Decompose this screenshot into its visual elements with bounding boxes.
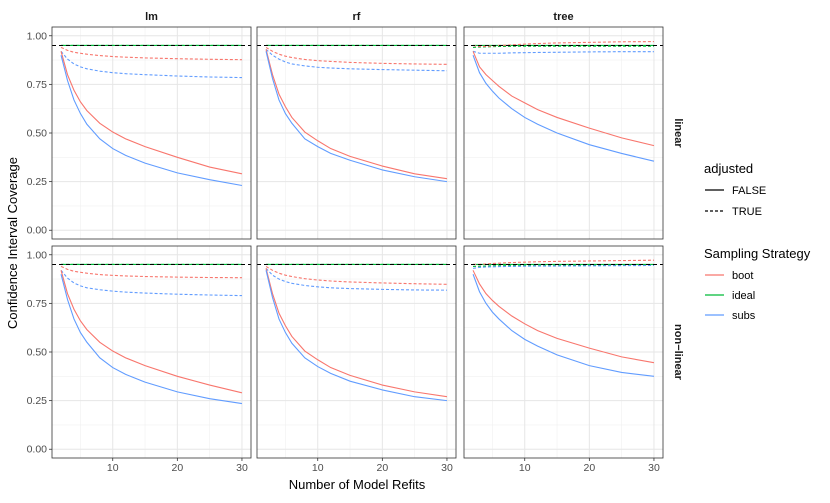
x-tick-label: 30 bbox=[648, 462, 660, 474]
legend-label-strategy: subs bbox=[732, 310, 756, 322]
series-line-subs-adjusted bbox=[472, 50, 654, 54]
series-line-boot-unadjusted bbox=[60, 270, 243, 394]
series-line-boot-unadjusted bbox=[60, 51, 243, 175]
strip-col-label: lm bbox=[145, 11, 158, 23]
y-tick-label: 1.00 bbox=[27, 30, 48, 42]
series-line-subs-unadjusted bbox=[265, 270, 448, 402]
panel-border bbox=[463, 245, 664, 459]
legend-label-adjusted: TRUE bbox=[732, 206, 762, 218]
series-line-subs-unadjusted bbox=[265, 51, 448, 183]
series-line-subs-adjusted bbox=[265, 48, 447, 72]
x-tick-label: 30 bbox=[236, 462, 248, 474]
legend-label-adjusted: FALSE bbox=[732, 185, 766, 197]
series-line-subs-unadjusted bbox=[60, 274, 243, 405]
strip-lm-bg bbox=[52, 7, 251, 25]
series-line-boot-unadjusted bbox=[472, 270, 655, 364]
x-tick-label: 10 bbox=[312, 462, 324, 474]
series-line-boot-unadjusted bbox=[265, 49, 448, 180]
series-line-boot-adjusted bbox=[60, 265, 242, 279]
legend-label-strategy: ideal bbox=[732, 290, 755, 302]
strip-tree-bg bbox=[464, 7, 663, 25]
x-axis-title: Number of Model Refits bbox=[289, 477, 426, 492]
legend-title-strategy: Sampling Strategy bbox=[704, 246, 811, 261]
x-tick-label: 20 bbox=[377, 462, 389, 474]
y-tick-label: 0.25 bbox=[27, 395, 48, 407]
y-tick-label: 0.00 bbox=[27, 225, 48, 237]
strip-col-label: rf bbox=[353, 11, 361, 23]
series-line-boot-unadjusted bbox=[265, 268, 448, 398]
series-line-subs-adjusted bbox=[60, 50, 242, 79]
series-line-subs-adjusted bbox=[472, 264, 654, 269]
series-line-boot-adjusted bbox=[265, 46, 447, 65]
series-line-boot-adjusted bbox=[473, 259, 654, 266]
y-tick-label: 0.25 bbox=[27, 176, 48, 188]
x-tick-label: 10 bbox=[107, 462, 119, 474]
x-tick-label: 30 bbox=[441, 462, 453, 474]
series-line-boot-adjusted bbox=[265, 265, 447, 285]
series-line-boot-unadjusted bbox=[472, 51, 655, 147]
y-tick-label: 0.00 bbox=[27, 444, 48, 456]
series-line-boot-adjusted bbox=[472, 41, 654, 48]
y-tick-label: 0.75 bbox=[27, 79, 48, 91]
series-line-subs-adjusted bbox=[265, 267, 447, 291]
y-axis-title: Confidence Interval Coverage bbox=[5, 157, 20, 329]
panel-border bbox=[256, 26, 457, 240]
x-tick-label: 10 bbox=[519, 462, 531, 474]
legend-title-adjusted: adjusted bbox=[704, 161, 753, 176]
strip-row-label: linear bbox=[672, 118, 684, 148]
series-line-subs-adjusted bbox=[60, 269, 242, 297]
series-line-subs-unadjusted bbox=[472, 55, 655, 162]
y-tick-label: 0.75 bbox=[27, 298, 48, 310]
legend-label-strategy: boot bbox=[732, 270, 753, 282]
series-line-subs-unadjusted bbox=[472, 274, 655, 377]
strip-row-label: non−linear bbox=[672, 324, 684, 381]
y-tick-label: 1.00 bbox=[27, 249, 48, 261]
series-line-subs-unadjusted bbox=[60, 55, 243, 187]
x-tick-label: 20 bbox=[584, 462, 596, 474]
panel-border bbox=[463, 26, 664, 240]
series-line-boot-adjusted bbox=[60, 46, 242, 61]
strip-col-label: tree bbox=[553, 11, 573, 23]
y-tick-label: 0.50 bbox=[27, 347, 48, 359]
strip-rf-bg bbox=[257, 7, 456, 25]
y-tick-label: 0.50 bbox=[27, 128, 48, 140]
panel-border bbox=[256, 245, 457, 459]
x-tick-label: 20 bbox=[172, 462, 184, 474]
